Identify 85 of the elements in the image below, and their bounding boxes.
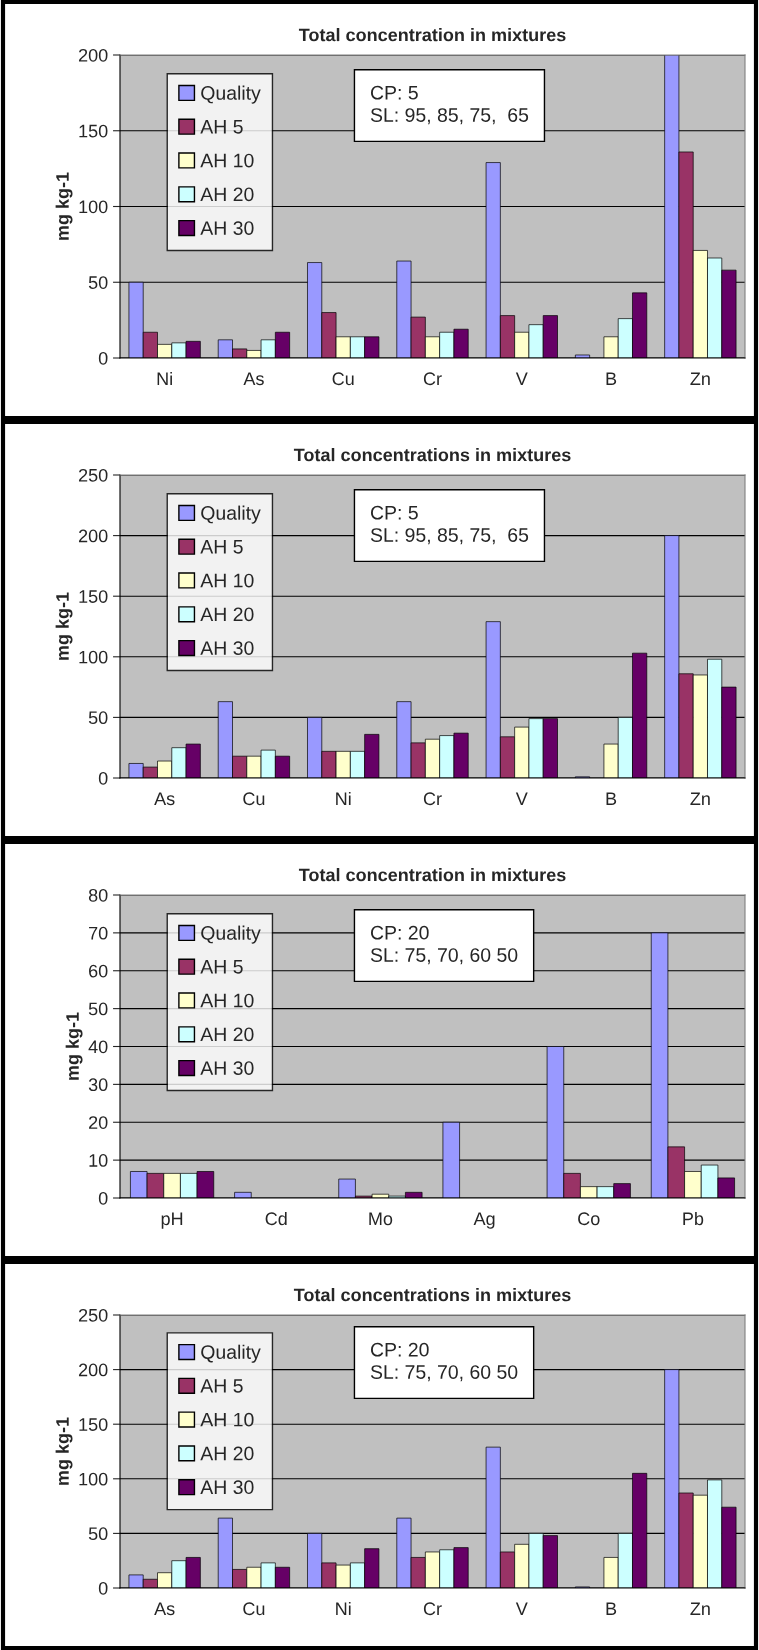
y-tick-label: 50: [88, 1002, 108, 1016]
x-tick-label: Cu: [243, 1602, 265, 1616]
legend-label: AH 10: [200, 1412, 254, 1427]
legend-label: AH 30: [200, 1480, 254, 1495]
y-tick-label: 250: [78, 1308, 108, 1322]
x-tick-label: Mo: [369, 1212, 393, 1226]
y-tick-label: 100: [79, 1472, 108, 1486]
y-axis-title: mg kg-1: [55, 592, 73, 660]
chart-title: Total concentration in mixtures: [298, 868, 566, 882]
legend-label: AH 20: [200, 1446, 254, 1461]
y-tick-label: 0: [98, 771, 108, 785]
x-tick-label: As: [154, 1602, 175, 1616]
legend-label: AH 20: [200, 1027, 254, 1042]
y-tick-label: 150: [79, 590, 108, 603]
legend-label: AH 20: [200, 607, 254, 622]
x-tick-label: Zn: [690, 792, 710, 805]
legend-label: Quality: [201, 1344, 261, 1363]
y-tick-label: 200: [78, 529, 108, 543]
legend-label: AH 30: [200, 641, 254, 655]
x-tick-label: As: [154, 792, 175, 806]
y-tick-label: 70: [89, 926, 108, 940]
x-tick-label: Cu: [332, 372, 354, 386]
y-axis-title: mg kg-1: [55, 172, 73, 240]
y-tick-label: 0: [98, 1191, 108, 1205]
annotation: CP: 20 SL: 75, 70, 60 50: [370, 925, 518, 965]
x-tick-label: Zn: [690, 372, 710, 385]
y-tick-label: 80: [88, 888, 108, 902]
y-tick-label: 20: [89, 1116, 108, 1129]
y-tick-label: 0: [98, 1581, 108, 1595]
legend-label: AH 10: [200, 153, 254, 168]
y-axis-title: mg kg-1: [65, 1012, 83, 1080]
x-tick-label: Cu: [243, 792, 265, 806]
legend-label: Quality: [201, 505, 261, 524]
x-tick-label: Ni: [336, 1601, 351, 1615]
legend-label: AH 5: [200, 1379, 243, 1393]
y-tick-label: 30: [88, 1078, 108, 1092]
legend-label: AH 5: [200, 540, 243, 554]
x-tick-label: V: [515, 372, 528, 385]
x-tick-label: Cd: [265, 1211, 287, 1226]
x-tick-label: B: [606, 372, 617, 385]
x-tick-label: As: [243, 372, 264, 386]
annotation: CP: 20 SL: 75, 70, 60 50: [370, 1342, 518, 1382]
y-tick-label: 250: [78, 468, 108, 482]
x-tick-label: Ni: [336, 791, 351, 805]
x-tick-label: V: [515, 792, 528, 805]
x-tick-label: Zn: [690, 1602, 710, 1615]
y-tick-label: 100: [79, 200, 108, 214]
legend-label: Quality: [201, 925, 261, 944]
x-tick-label: pH: [161, 1212, 183, 1229]
legend-label: AH 20: [200, 187, 254, 202]
x-tick-label: Cr: [423, 792, 442, 806]
y-tick-label: 150: [79, 124, 108, 138]
y-axis-title: mg kg-1: [55, 1417, 73, 1485]
y-tick-label: 150: [79, 1418, 108, 1431]
chart-title: Total concentrations in mixtures: [293, 448, 571, 462]
legend-label: AH 30: [200, 1061, 254, 1075]
legend-label: AH 5: [200, 960, 243, 974]
chart-title: Total concentrations in mixtures: [293, 1288, 571, 1302]
y-tick-label: 200: [78, 1363, 108, 1377]
y-tick-label: 100: [79, 650, 108, 664]
y-tick-label: 200: [78, 48, 108, 62]
annotation: CP: 5 SL: 95, 85, 75, 65: [370, 85, 529, 125]
y-tick-label: 50: [88, 711, 108, 725]
legend-label: Quality: [201, 85, 261, 104]
chart-title: Total concentration in mixtures: [298, 28, 566, 42]
x-tick-label: Ag: [473, 1212, 495, 1229]
y-tick-label: 50: [88, 1527, 108, 1541]
x-tick-label: Ni: [157, 371, 172, 385]
legend-label: AH 10: [200, 993, 254, 1008]
x-tick-label: Cr: [423, 1602, 442, 1616]
x-tick-label: Cr: [423, 372, 442, 386]
y-tick-label: 60: [89, 964, 108, 978]
y-tick-label: 10: [89, 1154, 108, 1167]
legend-label: AH 5: [200, 120, 243, 134]
x-tick-label: Pb: [683, 1211, 704, 1226]
x-tick-label: B: [606, 1602, 617, 1615]
y-tick-label: 40: [88, 1040, 108, 1054]
x-tick-label: V: [515, 1602, 528, 1615]
legend-label: AH 30: [200, 221, 254, 235]
x-tick-label: Co: [578, 1212, 600, 1226]
y-tick-label: 0: [98, 351, 108, 365]
x-tick-label: B: [606, 792, 617, 805]
legend-label: AH 10: [200, 573, 254, 588]
y-tick-label: 50: [88, 276, 108, 289]
annotation: CP: 5 SL: 95, 85, 75, 65: [370, 505, 529, 545]
